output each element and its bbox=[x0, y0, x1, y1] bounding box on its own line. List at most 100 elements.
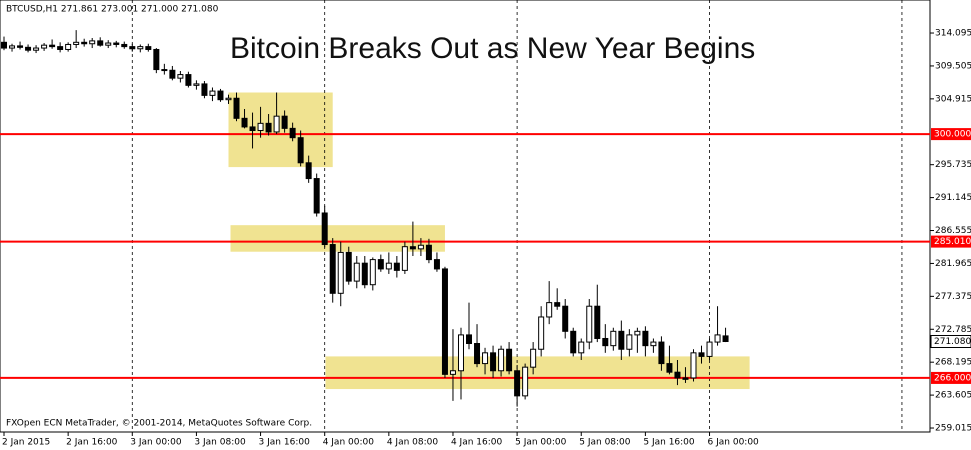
zone bbox=[325, 356, 750, 390]
candle-body bbox=[137, 46, 144, 50]
candle-body bbox=[610, 330, 617, 347]
candle-body bbox=[273, 115, 280, 133]
x-tick-label: 4 Jan 08:00 bbox=[387, 438, 439, 448]
candle-body bbox=[562, 305, 569, 332]
x-tick-label: 3 Jan 16:00 bbox=[259, 438, 311, 448]
candle-body bbox=[466, 334, 473, 345]
candle-body bbox=[626, 334, 633, 350]
x-tick-label: 2 Jan 2015 bbox=[2, 438, 50, 448]
y-tick-label: 268.195 bbox=[935, 358, 971, 368]
candle-body bbox=[586, 305, 593, 343]
candle-body bbox=[578, 341, 585, 354]
candle-body bbox=[49, 44, 56, 48]
candle-body bbox=[570, 330, 577, 354]
candle-body bbox=[417, 244, 424, 250]
candle-body bbox=[97, 40, 104, 46]
candle-body bbox=[113, 42, 120, 45]
y-tick-label: 304.915 bbox=[935, 94, 971, 104]
candle-body bbox=[690, 352, 697, 379]
candle-body bbox=[514, 370, 521, 397]
candle-body bbox=[297, 137, 304, 164]
x-tick-label: 3 Jan 00:00 bbox=[130, 438, 182, 448]
candle-body bbox=[153, 48, 160, 71]
y-tick-label: 291.145 bbox=[935, 193, 971, 203]
candle-body bbox=[377, 259, 384, 270]
candle-body bbox=[425, 244, 432, 261]
x-tick-label: 5 Jan 16:00 bbox=[643, 438, 695, 448]
candle-body bbox=[618, 330, 625, 350]
level-label-bg bbox=[931, 128, 971, 141]
candle-body bbox=[554, 302, 561, 307]
candle-body bbox=[538, 316, 545, 350]
candle-body bbox=[145, 46, 152, 50]
candle-body bbox=[353, 262, 360, 282]
candle-body bbox=[674, 371, 681, 379]
candle-body bbox=[209, 90, 216, 96]
candle-body bbox=[65, 43, 72, 50]
y-tick-label: 272.785 bbox=[935, 325, 971, 335]
level-label-bg bbox=[931, 371, 971, 384]
candle-body bbox=[281, 115, 288, 129]
candle-body bbox=[546, 302, 553, 318]
x-tick-label: 4 Jan 16:00 bbox=[451, 438, 503, 448]
candle-body bbox=[89, 40, 96, 45]
candle-body bbox=[506, 348, 513, 372]
candle-body bbox=[9, 45, 16, 49]
candle-body bbox=[530, 348, 537, 368]
candle-body bbox=[706, 341, 713, 357]
candle-body bbox=[634, 330, 641, 336]
candle-body bbox=[329, 244, 336, 294]
chart-header: BTCUSD,H1 271.861 273.001 271.000 271.08… bbox=[6, 5, 219, 15]
candle-body bbox=[305, 162, 312, 180]
candle-body bbox=[161, 69, 168, 72]
candle-body bbox=[666, 363, 673, 373]
candle-body bbox=[345, 251, 352, 282]
last-price-bg bbox=[930, 334, 971, 348]
candle-body bbox=[225, 97, 232, 101]
candle-body bbox=[522, 366, 529, 397]
y-tick-label: 263.605 bbox=[935, 391, 971, 401]
candle-body bbox=[105, 42, 112, 46]
candle-body bbox=[433, 259, 440, 270]
candle-body bbox=[313, 178, 320, 214]
y-tick-label: 277.375 bbox=[935, 292, 971, 302]
candle-body bbox=[682, 377, 689, 380]
candle-body bbox=[658, 341, 665, 365]
candle-body bbox=[457, 334, 464, 372]
candle-body bbox=[441, 268, 448, 375]
x-tick-label: 5 Jan 00:00 bbox=[515, 438, 567, 448]
y-tick-label: 314.095 bbox=[935, 29, 971, 39]
candle-body bbox=[642, 330, 649, 347]
candle-body bbox=[265, 122, 272, 133]
candle-body bbox=[81, 41, 88, 45]
candle-body bbox=[401, 246, 408, 271]
candle-body bbox=[337, 251, 344, 294]
x-tick-label: 6 Jan 00:00 bbox=[708, 438, 760, 448]
candle-body bbox=[233, 97, 240, 119]
candle-body bbox=[289, 127, 296, 139]
candle-body bbox=[650, 341, 657, 347]
candle-body bbox=[321, 212, 328, 246]
level-label: 285.010 bbox=[934, 237, 971, 247]
y-tick-label: 259.015 bbox=[935, 424, 971, 434]
candle-body bbox=[129, 46, 136, 50]
candle-body bbox=[33, 47, 40, 51]
candle-body bbox=[602, 337, 609, 347]
candle-body bbox=[249, 126, 256, 132]
candle-body bbox=[714, 334, 721, 343]
level-label: 266.000 bbox=[934, 373, 971, 383]
candle-body bbox=[393, 262, 400, 271]
candle-body bbox=[257, 122, 264, 132]
zone bbox=[230, 225, 445, 252]
candle-body bbox=[361, 262, 368, 286]
candle-body bbox=[193, 83, 200, 86]
zone bbox=[228, 92, 333, 168]
candle-body bbox=[57, 46, 64, 50]
candle-body bbox=[482, 352, 489, 365]
candle-body bbox=[449, 370, 456, 375]
chart-footer: FXOpen ECN MetaTrader, © 2001-2014, Meta… bbox=[6, 419, 312, 429]
candle-body bbox=[41, 44, 48, 49]
y-tick-label: 281.965 bbox=[935, 259, 971, 269]
candle-body bbox=[1, 41, 8, 49]
candle-body bbox=[201, 83, 208, 96]
